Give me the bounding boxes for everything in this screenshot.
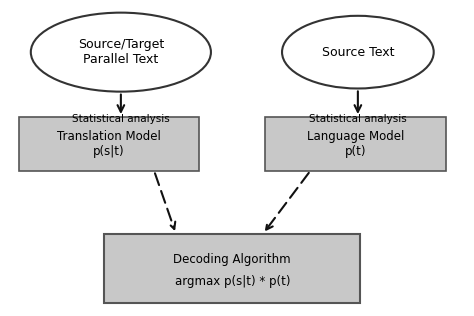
Ellipse shape [282,16,434,88]
Text: argmax p(s|t) * p(t): argmax p(s|t) * p(t) [174,275,290,288]
FancyBboxPatch shape [265,117,446,171]
Ellipse shape [31,13,211,92]
Text: Statistical analysis: Statistical analysis [72,113,170,124]
FancyBboxPatch shape [19,117,199,171]
FancyBboxPatch shape [104,234,360,303]
Text: Source/Target
Parallel Text: Source/Target Parallel Text [78,38,164,66]
Text: Decoding Algorithm: Decoding Algorithm [173,252,291,266]
Text: Language Model
p(t): Language Model p(t) [307,130,404,158]
Text: Translation Model
p(s|t): Translation Model p(s|t) [57,130,161,158]
Text: Source Text: Source Text [322,46,394,59]
Text: Statistical analysis: Statistical analysis [309,113,407,124]
